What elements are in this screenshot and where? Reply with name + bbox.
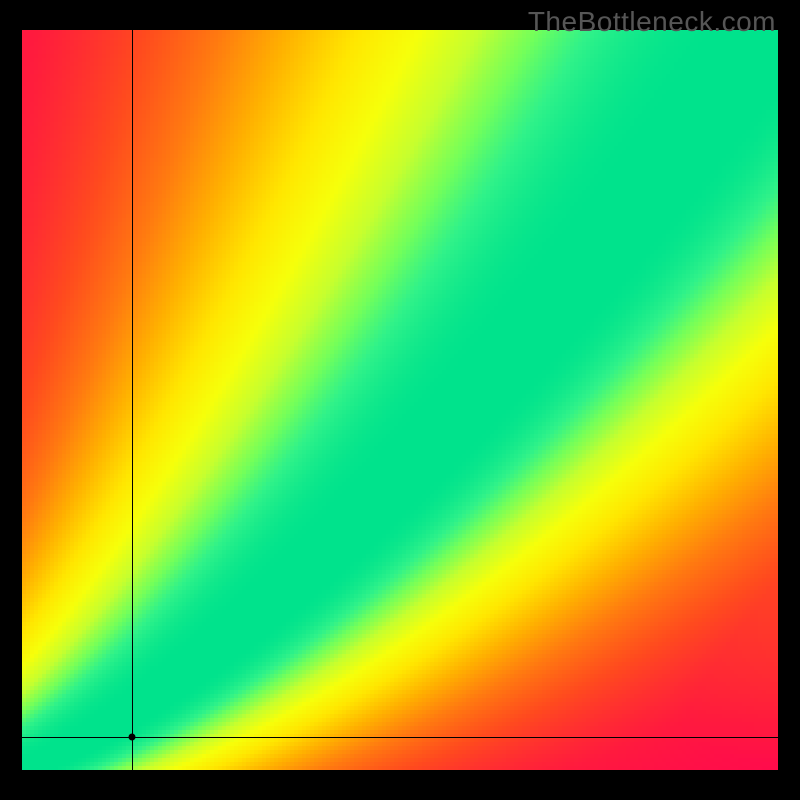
heatmap-plot (22, 30, 778, 770)
crosshair-vertical (132, 30, 133, 770)
watermark-text: TheBottleneck.com (528, 6, 776, 38)
crosshair-horizontal (22, 737, 778, 738)
crosshair-point (128, 733, 135, 740)
heatmap-canvas (22, 30, 778, 770)
